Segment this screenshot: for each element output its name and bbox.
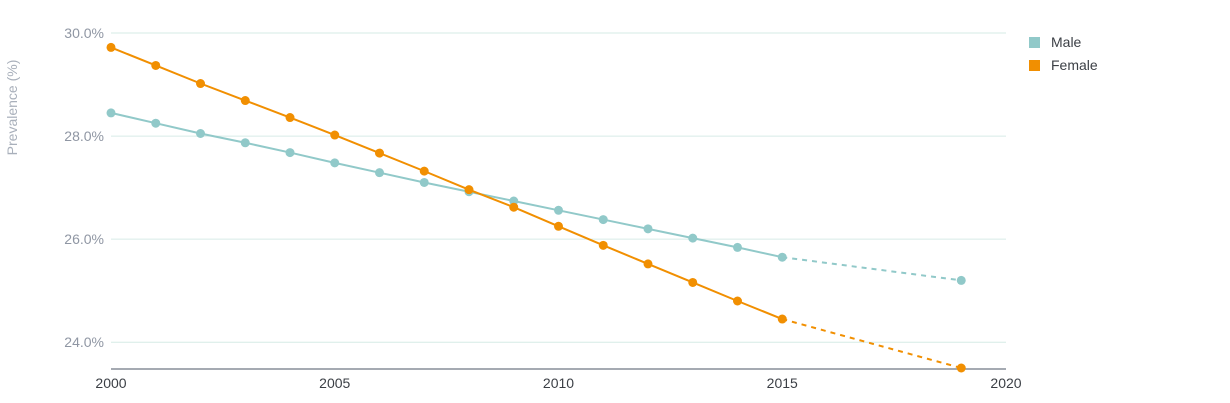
gridlines	[111, 32, 1006, 343]
data-point	[375, 168, 384, 178]
y-tick-label: 26.0%	[64, 231, 104, 247]
y-tick-label: 30.0%	[64, 25, 104, 41]
data-point	[151, 60, 161, 70]
data-point	[464, 185, 474, 195]
data-point	[106, 108, 116, 118]
series	[106, 42, 966, 373]
data-point	[285, 148, 295, 158]
series-female	[106, 42, 966, 373]
x-tick-label: 2015	[767, 375, 798, 391]
data-point	[598, 215, 608, 225]
data-point	[240, 96, 250, 106]
data-point	[688, 277, 698, 287]
data-point	[598, 240, 608, 250]
data-point	[196, 79, 205, 89]
data-point	[554, 221, 563, 231]
legend-label: Male	[1051, 34, 1082, 50]
legend-label: Female	[1051, 57, 1098, 73]
data-point	[777, 314, 787, 324]
y-tick-label: 28.0%	[64, 128, 104, 144]
data-point	[330, 158, 340, 168]
projection-point	[956, 275, 966, 285]
data-point	[419, 177, 429, 187]
data-point	[106, 42, 116, 52]
x-tick-labels: 2000 2005 2010 2015 2020	[95, 375, 1021, 391]
data-point	[375, 148, 384, 158]
data-point	[777, 252, 787, 262]
data-point	[509, 202, 519, 212]
data-point	[688, 233, 698, 243]
series-line	[110, 111, 783, 259]
y-axis-label: Prevalence (%)	[4, 60, 20, 156]
series-line	[110, 46, 783, 320]
data-point	[419, 166, 429, 176]
series-projection-line	[781, 318, 962, 369]
projection-point	[956, 363, 966, 373]
series-male	[106, 108, 966, 285]
x-tick-label: 2000	[95, 375, 126, 391]
legend: Male Female	[1029, 34, 1098, 73]
series-projection-line	[782, 256, 962, 282]
x-tick-label: 2020	[990, 375, 1021, 391]
data-point	[240, 138, 250, 148]
x-tick-label: 2005	[319, 375, 350, 391]
data-point	[196, 129, 205, 138]
data-point	[733, 242, 742, 252]
x-tick-label: 2010	[543, 375, 574, 391]
data-point	[509, 196, 519, 206]
y-tick-label: 24.0%	[64, 334, 104, 350]
legend-swatch	[1029, 37, 1040, 48]
y-tick-labels: 24.0% 26.0% 28.0% 30.0%	[64, 25, 104, 350]
data-point	[733, 296, 742, 306]
data-point	[330, 130, 340, 140]
data-point	[151, 118, 161, 128]
data-point	[643, 224, 653, 234]
data-point	[554, 205, 563, 215]
data-point	[643, 259, 653, 269]
legend-swatch	[1029, 60, 1040, 71]
data-point	[285, 113, 295, 123]
